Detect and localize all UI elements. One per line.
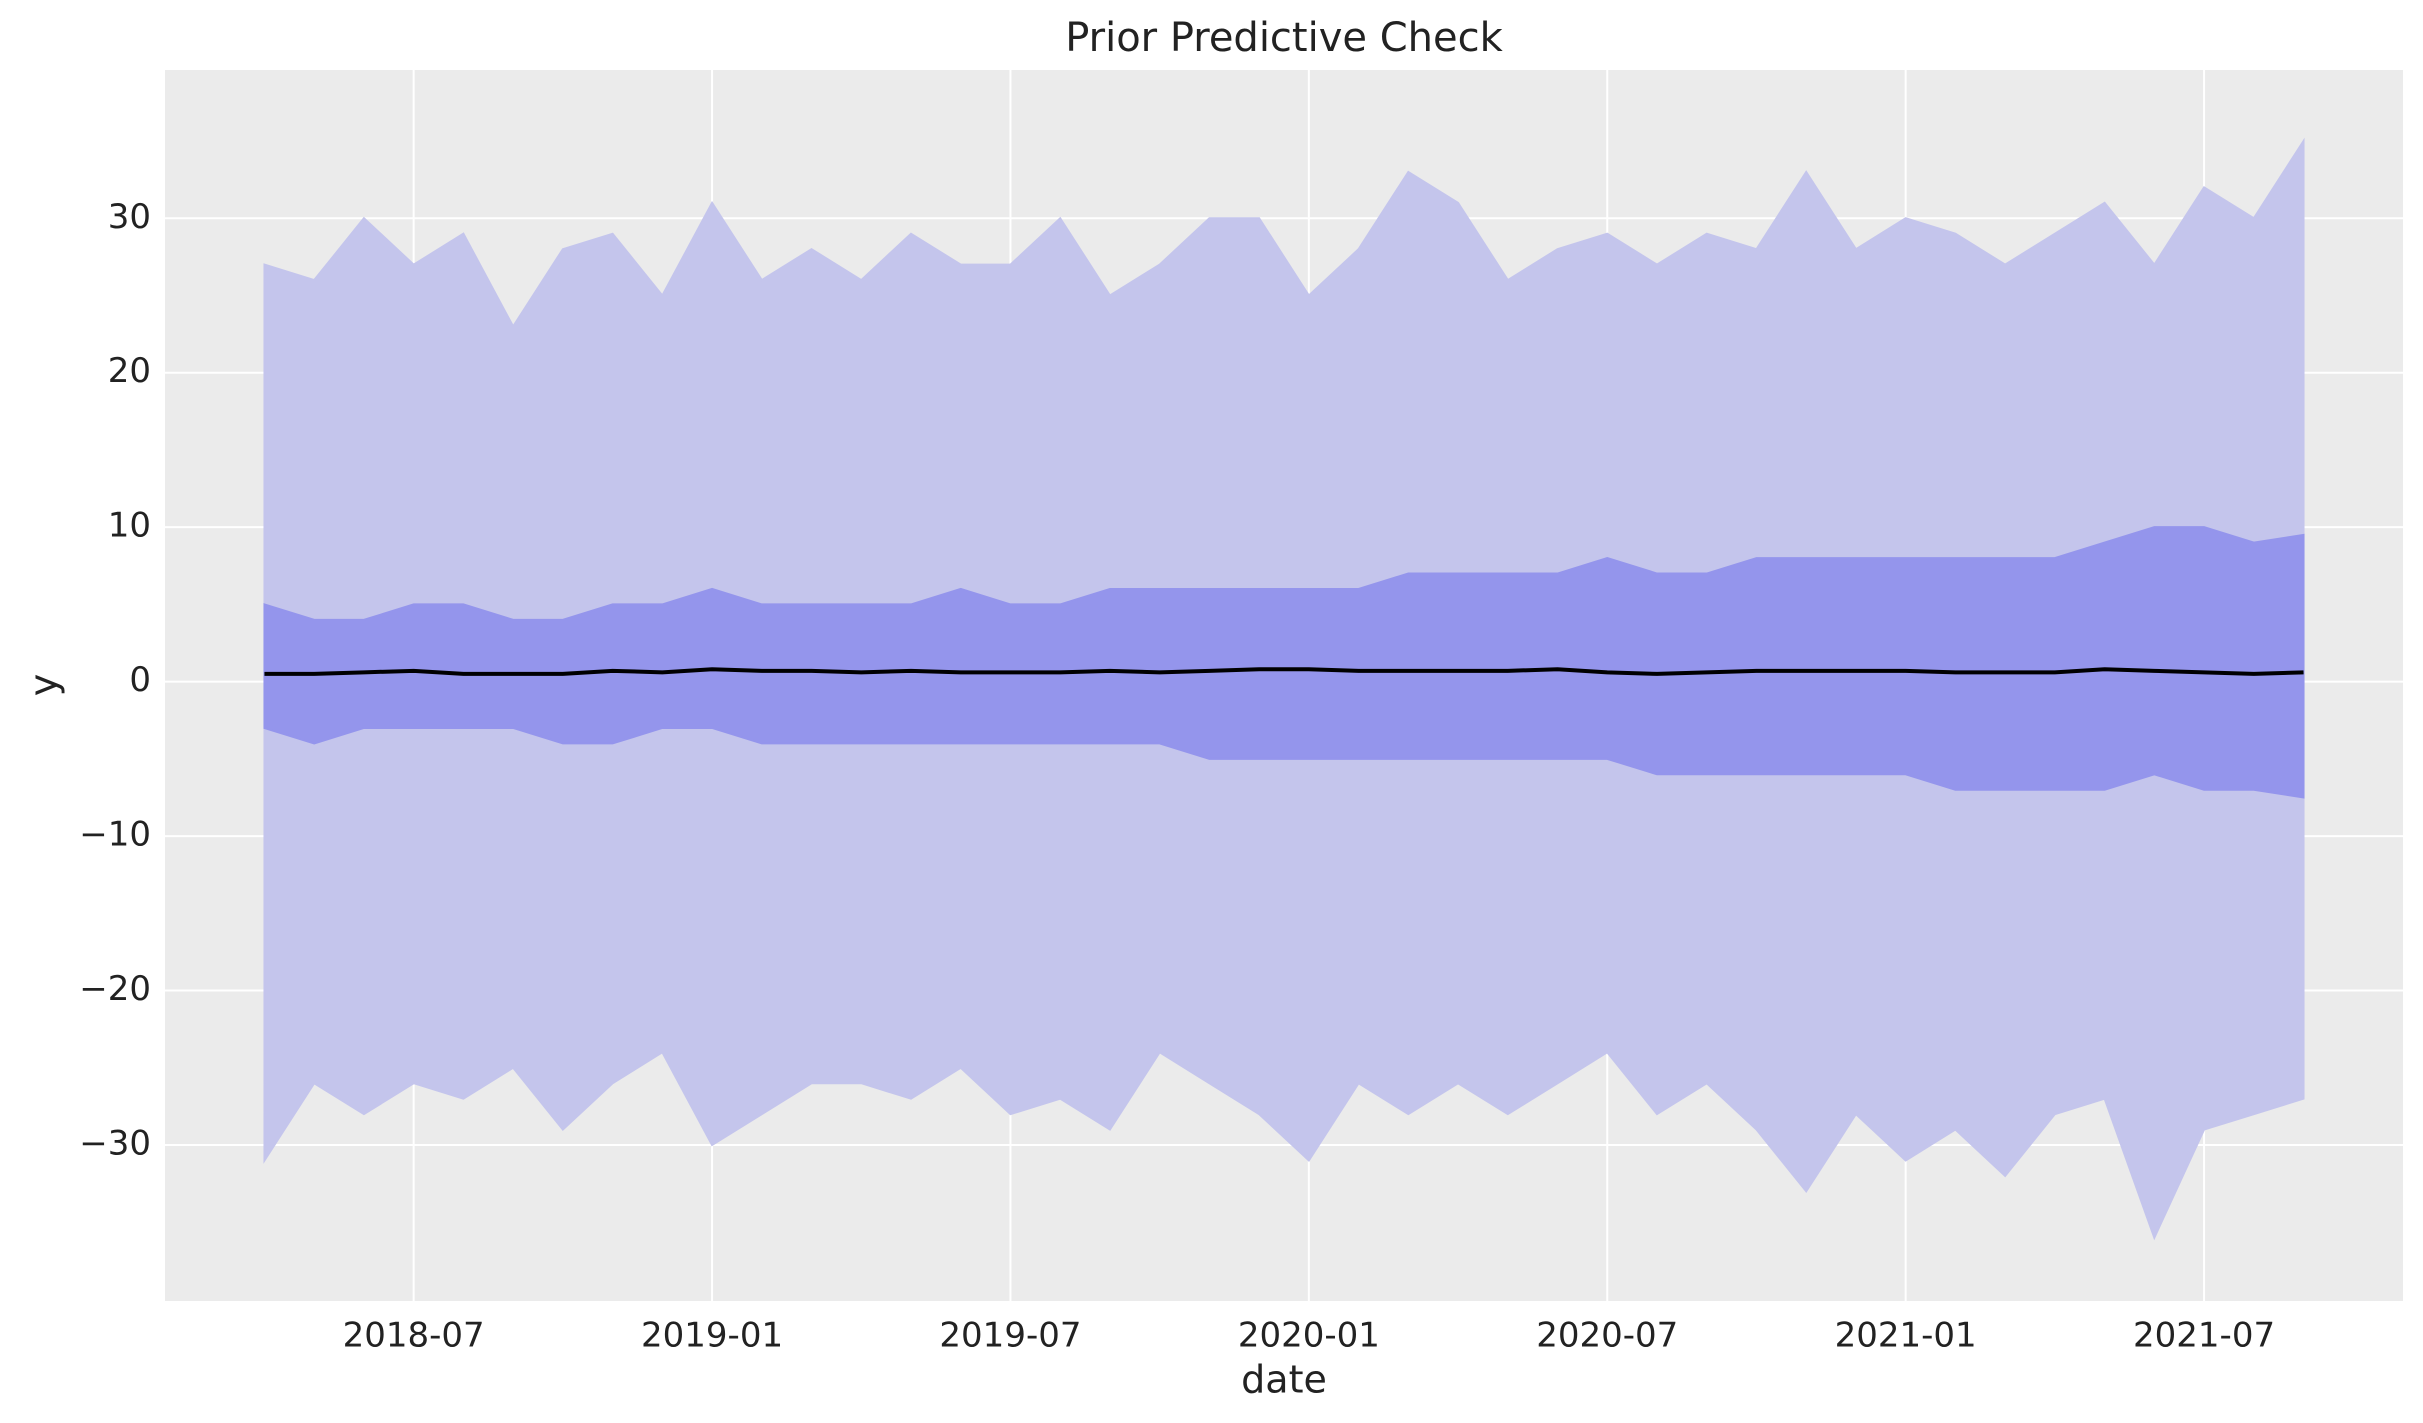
x-tick-label: 2021-07 (2133, 1316, 2275, 1356)
x-tick-label: 2019-07 (939, 1316, 1081, 1356)
band (263, 526, 2305, 799)
y-tick-label: 0 (129, 660, 151, 700)
x-tick-label: 2021-01 (1835, 1316, 1977, 1356)
y-tick-label: 20 (108, 351, 151, 391)
y-tick-label: −30 (79, 1124, 151, 1164)
x-tick-label: 2020-07 (1536, 1316, 1678, 1356)
mean-line (264, 667, 2304, 676)
y-tick-label: −20 (79, 969, 151, 1009)
y-axis-label: y (22, 674, 66, 697)
y-tick-label: 10 (108, 506, 151, 546)
x-tick-label: 2020-01 (1238, 1316, 1380, 1356)
x-tick-label: 2019-01 (641, 1316, 783, 1356)
marks (263, 137, 2305, 1241)
x-axis-label: date (1241, 1358, 1327, 1402)
chart-title: Prior Predictive Check (1065, 15, 1503, 61)
y-tick-label: 30 (108, 197, 151, 237)
x-tick-label: 2018-07 (343, 1316, 485, 1356)
y-tick-label: −10 (79, 815, 151, 855)
